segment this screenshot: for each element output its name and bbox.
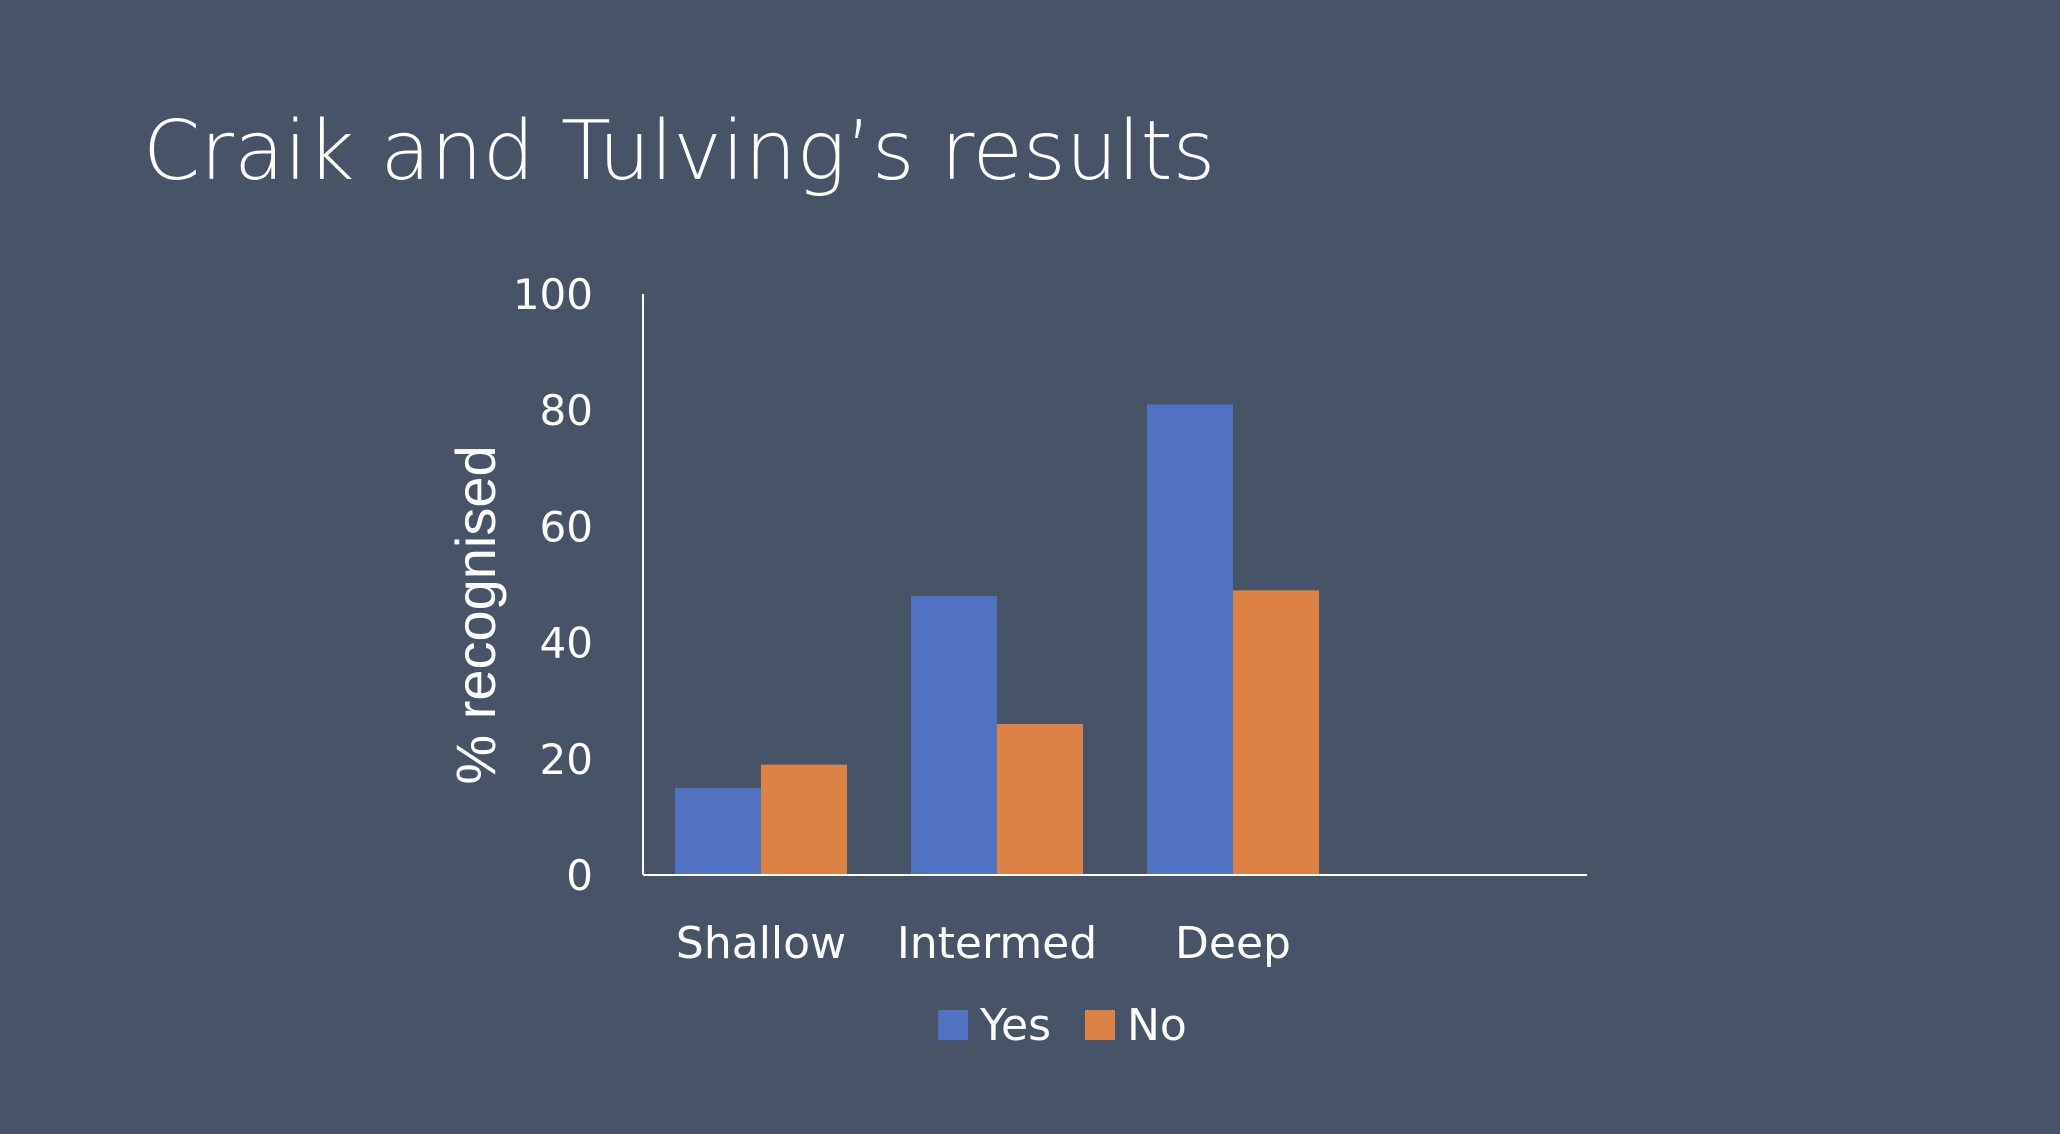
bar-yes-deep	[1147, 404, 1233, 875]
bar-no-shallow	[761, 764, 847, 875]
x-category-label: Intermed	[897, 918, 1097, 969]
bars-layer	[675, 404, 1319, 875]
y-tick-label: 40	[540, 619, 593, 668]
slide-title: Craik and Tulving’s results	[143, 104, 1216, 199]
x-category-label: Deep	[1175, 918, 1291, 969]
y-tick-labels: 0 20 40 60 80 100	[513, 270, 593, 900]
category-labels: Shallow Intermed Deep	[676, 918, 1291, 969]
legend-label-yes: Yes	[979, 1000, 1051, 1051]
y-tick-label: 60	[540, 502, 593, 551]
x-category-label: Shallow	[676, 918, 846, 969]
bar-yes-intermed	[911, 596, 997, 875]
bar-no-deep	[1233, 590, 1319, 875]
legend-label-no: No	[1127, 1000, 1187, 1051]
y-tick-label: 20	[540, 735, 593, 784]
y-axis-title: % recognised	[444, 445, 507, 784]
legend-swatch-yes	[938, 1010, 968, 1040]
y-tick-label: 100	[513, 270, 593, 319]
legend-swatch-no	[1085, 1010, 1115, 1040]
bar-yes-shallow	[675, 787, 761, 875]
legend: Yes No	[938, 1000, 1187, 1051]
y-tick-label: 80	[540, 386, 593, 435]
bar-no-intermed	[997, 723, 1083, 875]
y-tick-label: 0	[566, 851, 593, 900]
